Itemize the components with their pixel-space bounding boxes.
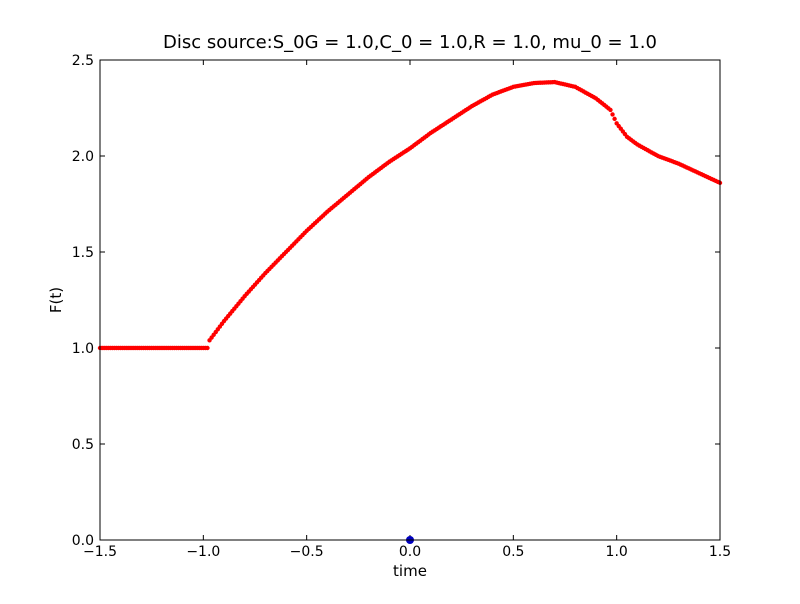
plot-content <box>97 79 723 544</box>
y-axis-ticks: 0.0 0.5 1.0 1.5 2.0 2.5 <box>72 53 720 549</box>
data-point <box>205 345 210 351</box>
data-point <box>610 112 615 117</box>
y-tick-label: 1.5 <box>72 245 94 261</box>
x-tick-label: 1.0 <box>606 544 628 560</box>
x-tick-label: 0.5 <box>502 544 524 560</box>
y-tick-label: 1.0 <box>72 341 94 357</box>
y-axis-label: F(t) <box>47 287 65 313</box>
plot-frame <box>99 59 721 541</box>
x-tick-label: −1.0 <box>186 544 220 560</box>
y-tick-label: 2.5 <box>72 53 94 69</box>
data-point <box>612 116 617 122</box>
series-0 <box>97 79 723 351</box>
y-tick-label: 2.0 <box>72 149 94 165</box>
y-tick-label: 0.5 <box>72 437 94 453</box>
x-tick-label: 1.5 <box>709 544 731 560</box>
x-tick-label: −1.5 <box>83 544 117 560</box>
y-tick-label: 0.0 <box>72 533 94 549</box>
data-point <box>608 107 613 113</box>
x-tick-label: −0.5 <box>290 544 324 560</box>
x-tick-label: 0.0 <box>399 544 421 560</box>
x-axis-label: time <box>393 562 427 580</box>
chart-title: Disc source:S_0G = 1.0,C_0 = 1.0,R = 1.0… <box>163 32 657 53</box>
